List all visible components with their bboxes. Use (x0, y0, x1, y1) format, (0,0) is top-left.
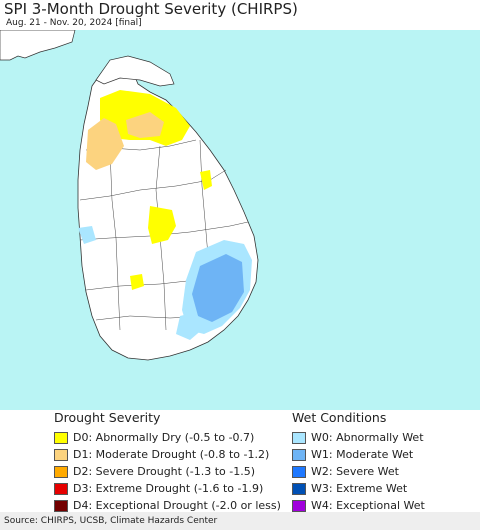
legend-item-d1: D1: Moderate Drought (-0.8 to -1.2) (54, 446, 281, 463)
swatch-w2 (292, 465, 306, 478)
legend-item-d4: D4: Exceptional Drought (-2.0 or less) (54, 497, 281, 514)
swatch-w4 (292, 499, 306, 512)
swatch-d1 (54, 448, 68, 461)
swatch-w3 (292, 482, 306, 495)
legend-item-d0: D0: Abnormally Dry (-0.5 to -0.7) (54, 429, 281, 446)
india-mainland (0, 30, 76, 61)
legend-wet: Wet Conditions W0: Abnormally Wet W1: Mo… (292, 410, 425, 514)
swatch-d3 (54, 482, 68, 495)
swatch-w1 (292, 448, 306, 461)
source-credit: Source: CHIRPS, UCSB, Climate Hazards Ce… (0, 512, 480, 530)
legend-item-w3: W3: Extreme Wet (292, 480, 425, 497)
legend-item-w2: W2: Severe Wet (292, 463, 425, 480)
legend-item-w1: W1: Moderate Wet (292, 446, 425, 463)
swatch-d2 (54, 465, 68, 478)
legend-wet-heading: Wet Conditions (292, 410, 387, 425)
jaffna-peninsula (95, 55, 175, 87)
drought-patches (86, 90, 212, 290)
legend-item-d2: D2: Severe Drought (-1.3 to -1.5) (54, 463, 281, 480)
swatch-d4 (54, 499, 68, 512)
drought-map (0, 30, 480, 410)
legend-drought-heading: Drought Severity (54, 410, 161, 425)
wet-patches (78, 226, 252, 340)
map-title: SPI 3-Month Drought Severity (CHIRPS) (4, 0, 298, 18)
legend-drought: Drought Severity D0: Abnormally Dry (-0.… (54, 410, 281, 514)
swatch-w0 (292, 431, 306, 444)
legend-item-w4: W4: Exceptional Wet (292, 497, 425, 514)
swatch-d0 (54, 431, 68, 444)
legend-item-d3: D3: Extreme Drought (-1.6 to -1.9) (54, 480, 281, 497)
legend-item-w0: W0: Abnormally Wet (292, 429, 425, 446)
legend: Drought Severity D0: Abnormally Dry (-0.… (0, 410, 480, 530)
map-subtitle: Aug. 21 - Nov. 20, 2024 [final] (6, 18, 142, 28)
